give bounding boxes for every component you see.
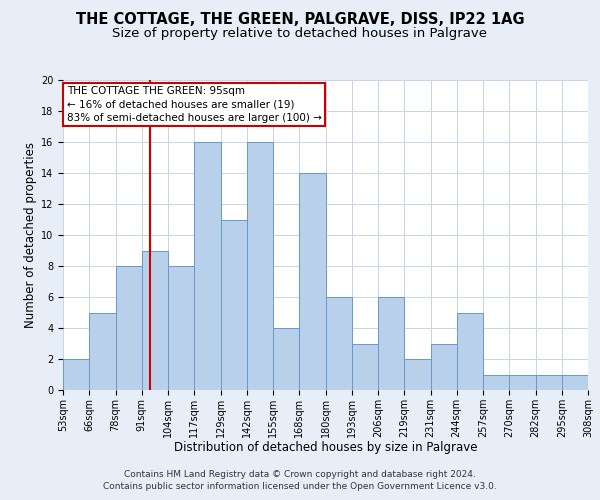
Y-axis label: Number of detached properties: Number of detached properties	[24, 142, 37, 328]
Bar	[247, 142, 273, 390]
Bar	[273, 328, 299, 390]
Bar	[404, 359, 431, 390]
Bar	[142, 250, 168, 390]
Bar	[457, 312, 483, 390]
Bar	[299, 173, 325, 390]
Bar	[378, 297, 404, 390]
Bar	[89, 312, 115, 390]
Bar	[325, 297, 352, 390]
Bar	[483, 374, 509, 390]
Text: Size of property relative to detached houses in Palgrave: Size of property relative to detached ho…	[113, 28, 487, 40]
Text: THE COTTAGE, THE GREEN, PALGRAVE, DISS, IP22 1AG: THE COTTAGE, THE GREEN, PALGRAVE, DISS, …	[76, 12, 524, 28]
Bar	[562, 374, 588, 390]
Bar	[194, 142, 221, 390]
Bar	[115, 266, 142, 390]
Text: Contains HM Land Registry data © Crown copyright and database right 2024.: Contains HM Land Registry data © Crown c…	[124, 470, 476, 479]
Bar	[352, 344, 378, 390]
Text: THE COTTAGE THE GREEN: 95sqm
← 16% of detached houses are smaller (19)
83% of se: THE COTTAGE THE GREEN: 95sqm ← 16% of de…	[67, 86, 322, 122]
Bar	[536, 374, 562, 390]
Text: Contains public sector information licensed under the Open Government Licence v3: Contains public sector information licen…	[103, 482, 497, 491]
Bar	[168, 266, 194, 390]
Bar	[63, 359, 89, 390]
Bar	[431, 344, 457, 390]
Bar	[509, 374, 536, 390]
Bar	[221, 220, 247, 390]
X-axis label: Distribution of detached houses by size in Palgrave: Distribution of detached houses by size …	[174, 442, 477, 454]
